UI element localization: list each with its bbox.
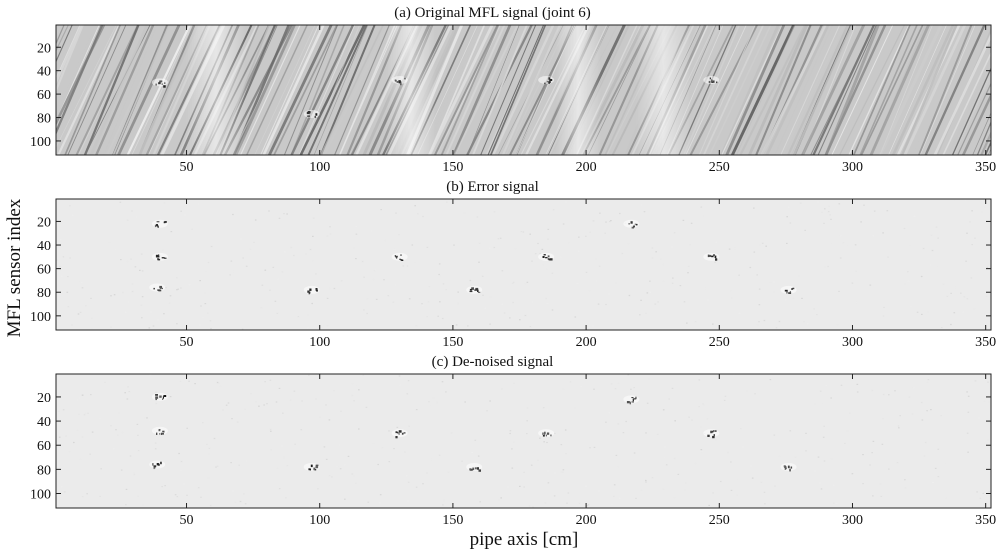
y-tick-label: 80 — [37, 463, 51, 478]
heatmap-image — [56, 374, 991, 508]
x-tick-label: 250 — [709, 160, 730, 175]
feature-marker — [151, 252, 168, 261]
panel-title: (b) Error signal — [446, 179, 538, 195]
y-tick-label: 20 — [37, 215, 51, 230]
feature-marker — [466, 285, 483, 294]
feature-marker — [151, 426, 168, 435]
y-tick-label: 100 — [30, 310, 51, 325]
feature-marker — [391, 252, 408, 261]
heatmap-image — [56, 25, 991, 155]
y-tick-label: 100 — [30, 135, 51, 150]
feature-marker — [780, 285, 797, 294]
y-tick-label: 60 — [37, 263, 51, 278]
y-tick-label: 80 — [37, 112, 51, 127]
axes-frame — [55, 373, 992, 509]
feature-marker — [149, 460, 166, 470]
y-tick-label: 40 — [37, 65, 51, 80]
feature-marker — [623, 395, 640, 405]
feature-marker — [780, 462, 797, 472]
y-tick-label: 20 — [37, 41, 51, 56]
x-axis-label: pipe axis [cm] — [470, 529, 579, 550]
y-tick-label: 40 — [37, 239, 51, 254]
heatmap-image — [56, 199, 991, 330]
feature-marker — [391, 429, 408, 439]
y-tick-label: 20 — [37, 391, 51, 406]
feature-marker — [151, 392, 168, 401]
x-tick-label: 100 — [309, 513, 330, 528]
feature-marker — [151, 219, 168, 228]
feature-marker — [151, 78, 168, 88]
x-tick-label: 250 — [709, 335, 730, 350]
y-tick-label: 60 — [37, 88, 51, 103]
x-tick-label: 150 — [442, 160, 463, 175]
x-tick-label: 300 — [842, 335, 863, 350]
x-tick-label: 250 — [709, 513, 730, 528]
feature-marker — [703, 252, 720, 261]
x-tick-label: 200 — [576, 160, 597, 175]
x-tick-label: 300 — [842, 160, 863, 175]
x-tick-label: 350 — [975, 513, 996, 528]
x-tick-label: 150 — [442, 513, 463, 528]
panel-2: 50 100 150 200 250 300 350 20 40 60 80 100 (b) Error… — [30, 179, 996, 350]
feature-marker — [703, 76, 720, 85]
feature-marker — [303, 462, 320, 471]
feature-marker — [538, 252, 555, 261]
x-tick-label: 50 — [180, 335, 194, 350]
y-tick-label: 100 — [30, 488, 51, 503]
x-tick-label: 200 — [576, 335, 597, 350]
x-tick-label: 350 — [975, 335, 996, 350]
panel-1: 50 100 150 200 250 300 350 20 40 60 80 100 (a) Origi… — [30, 5, 996, 175]
x-tick-label: 100 — [309, 335, 330, 350]
feature-marker — [538, 429, 555, 438]
feature-marker — [703, 429, 720, 439]
y-axis-label: MFL sensor index — [4, 198, 25, 337]
feature-marker — [149, 283, 166, 292]
feature-marker — [391, 76, 408, 86]
y-tick-label: 60 — [37, 439, 51, 454]
x-tick-label: 50 — [180, 513, 194, 528]
feature-marker — [623, 219, 640, 229]
x-tick-label: 50 — [180, 160, 194, 175]
panel-3: 50 100 150 200 250 300 350 20 40 60 80 100 (c) De-no… — [30, 354, 996, 528]
x-tick-label: 100 — [309, 160, 330, 175]
feature-marker — [303, 110, 320, 119]
panel-title: (a) Original MFL signal (joint 6) — [394, 5, 591, 21]
feature-marker — [466, 462, 483, 472]
axes-frame — [55, 198, 992, 331]
x-tick-label: 200 — [576, 513, 597, 528]
panel-title: (c) De-noised signal — [432, 354, 554, 370]
x-tick-label: 300 — [842, 513, 863, 528]
feature-marker — [303, 285, 320, 295]
axes-frame — [55, 24, 992, 156]
panels: 50 100 150 200 250 300 350 20 40 60 80 100 (a) Origi… — [30, 5, 996, 528]
y-tick-label: 40 — [37, 415, 51, 430]
x-tick-label: 350 — [975, 160, 996, 175]
feature-marker — [538, 76, 555, 85]
y-tick-label: 80 — [37, 286, 51, 301]
x-tick-label: 150 — [442, 335, 463, 350]
